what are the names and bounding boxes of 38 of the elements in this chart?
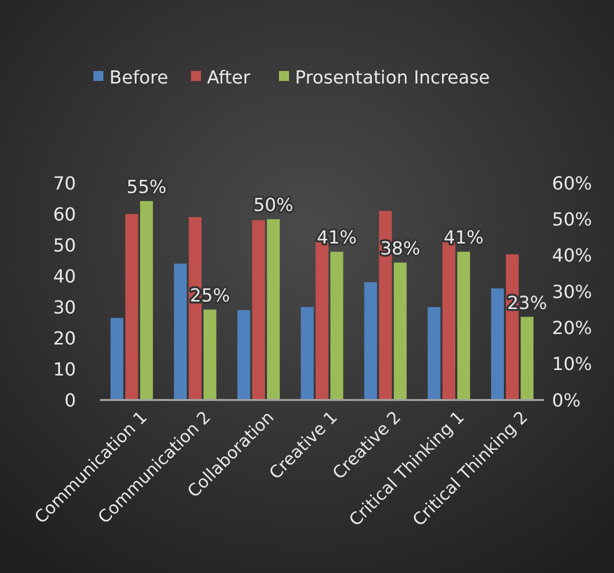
data-label: 41% — [444, 228, 484, 249]
y-tick-label: 70 — [53, 173, 76, 194]
legend-label: Before — [109, 67, 168, 88]
y-tick-label: 10 — [53, 359, 76, 380]
bar — [300, 307, 314, 400]
y2-tick-label: 50% — [552, 209, 592, 230]
bar — [140, 201, 153, 400]
bar — [428, 307, 440, 400]
bar — [457, 252, 470, 400]
y2-tick-label: 0% — [552, 390, 581, 412]
y-tick-label: 60 — [53, 204, 76, 226]
bar — [204, 310, 216, 400]
bar — [330, 252, 344, 400]
bar — [266, 219, 280, 400]
bar — [491, 288, 504, 400]
y-tick-label: 20 — [53, 328, 76, 350]
bar — [174, 264, 187, 400]
data-label: 41% — [316, 228, 357, 249]
y-tick-label: 50 — [53, 235, 76, 256]
y2-tick-label: 40% — [552, 246, 592, 267]
legend-label: After — [207, 67, 251, 88]
y-tick-label: 40 — [53, 266, 76, 288]
data-label: 50% — [253, 195, 294, 216]
bar — [394, 262, 407, 400]
y2-tick-label: 10% — [552, 354, 592, 376]
data-label: 55% — [126, 177, 167, 198]
y-tick-label: 30 — [53, 297, 76, 318]
y2-tick-label: 60% — [552, 173, 592, 194]
bar — [364, 282, 378, 400]
y-tick-label: 0 — [64, 390, 76, 412]
bar — [237, 310, 250, 400]
bar — [252, 220, 265, 400]
legend-label: Prosentation Increase — [295, 67, 490, 88]
y2-tick-label: 30% — [552, 282, 592, 303]
bar — [110, 318, 124, 400]
bar — [125, 214, 138, 400]
bar — [520, 316, 534, 400]
y2-tick-label: 20% — [552, 318, 592, 339]
